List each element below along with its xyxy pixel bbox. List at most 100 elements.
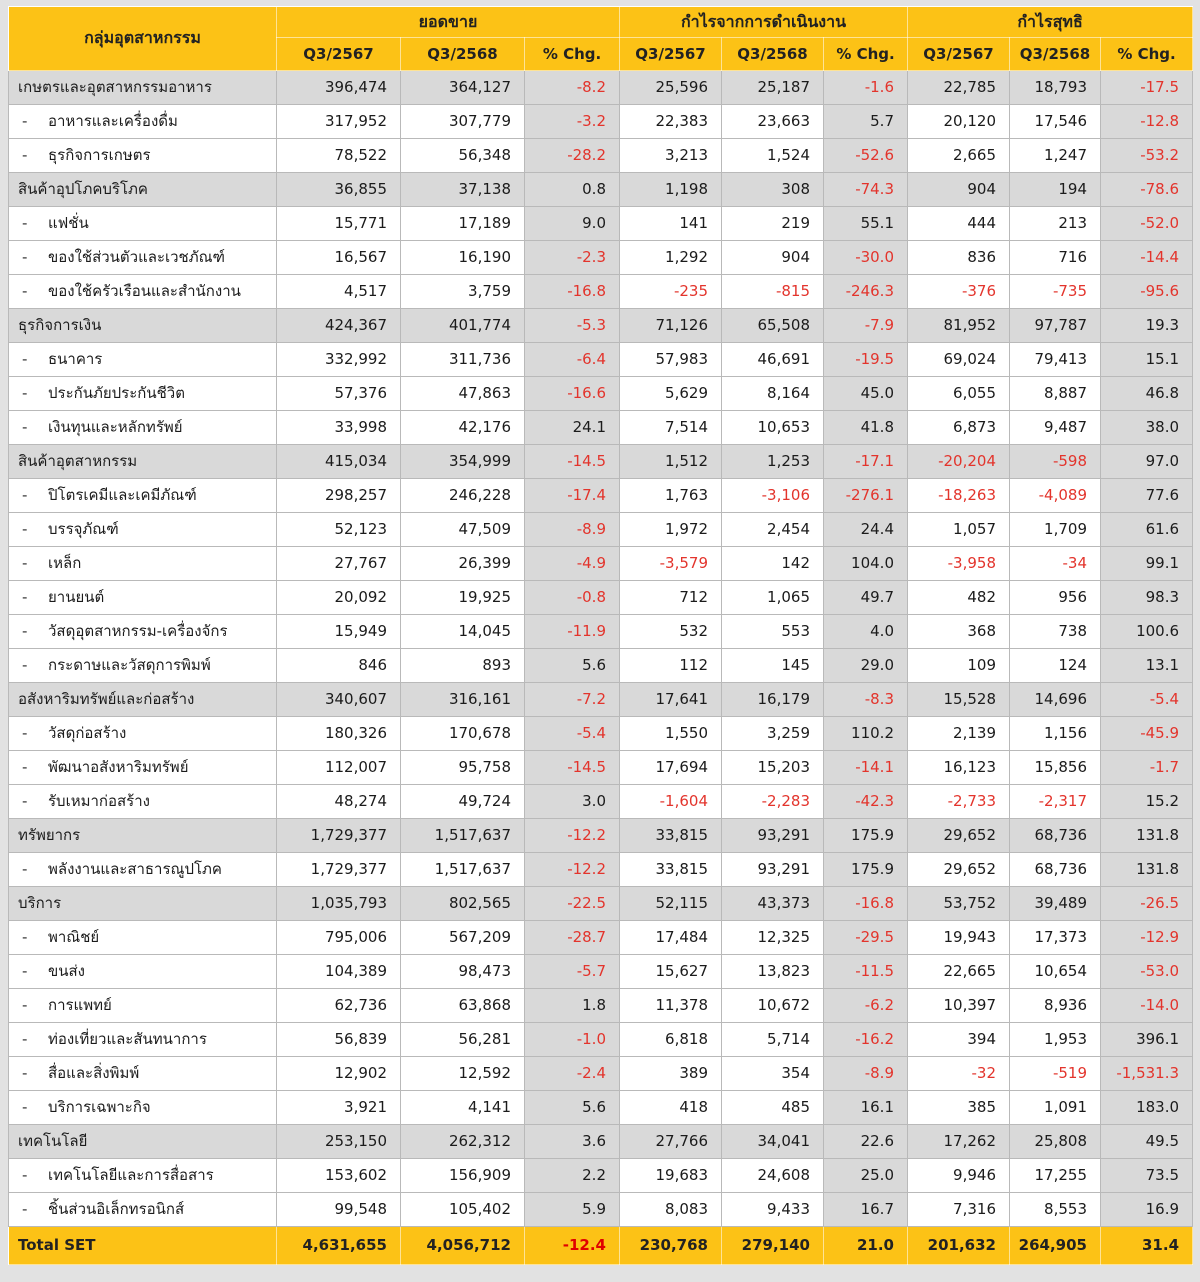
industry-name: พลังงานและสาธารณูปโภค — [48, 860, 222, 878]
value-cell: 2,454 — [721, 512, 824, 547]
value-cell: 1,524 — [721, 138, 824, 173]
value-cell: 13.1 — [1099, 648, 1194, 683]
value-cell: -45.9 — [1099, 716, 1194, 751]
sub-row-dash: - — [22, 248, 28, 266]
value-cell: -376 — [907, 274, 1010, 309]
value-cell: -2,283 — [721, 784, 824, 819]
value-cell: 25,808 — [1009, 1124, 1101, 1159]
industry-name: ของใช้ครัวเรือนและสำนักงาน — [48, 282, 241, 300]
sub-sector-row: - พาณิชย์ 795,006 567,209 -28.7 17,484 12,325-… — [8, 920, 1194, 955]
industry-name-cell: - เงินทุนและหลักทรัพย์ — [8, 410, 277, 445]
industry-name-cell: บริการ — [8, 886, 277, 921]
value-cell: 31.4 — [1099, 1226, 1194, 1265]
value-cell: 175.9 — [823, 852, 908, 887]
value-cell: 8,164 — [721, 376, 824, 411]
value-cell: 307,779 — [400, 104, 525, 139]
value-cell: 3.6 — [524, 1124, 620, 1159]
sub-sector-row: - พัฒนาอสังหาริมทรัพย์ 112,007 95,758 -14.5 1… — [8, 750, 1194, 785]
industry-name: เทคโนโลยีและการสื่อสาร — [48, 1166, 214, 1184]
sub-row-dash: - — [22, 520, 28, 538]
value-cell: -28.7 — [524, 920, 620, 955]
industry-name: การแพทย์ — [48, 996, 112, 1014]
sub-row-dash: - — [22, 146, 28, 164]
value-cell: 45.0 — [823, 376, 908, 411]
value-cell: 100.6 — [1099, 614, 1194, 649]
sub-sector-row: - ของใช้ครัวเรือนและสำนักงาน 4,517 3,759 -16… — [8, 274, 1194, 309]
value-cell: 97.0 — [1099, 444, 1194, 479]
sub-sector-row: - วัสดุก่อสร้าง 180,326 170,678 -5.4 1,550 3,2… — [8, 716, 1194, 751]
value-cell: -3,579 — [619, 546, 722, 581]
value-cell: 97,787 — [1009, 308, 1101, 343]
value-cell: 389 — [619, 1056, 722, 1091]
col-header-op-q3-2568: Q3/2568 — [721, 37, 824, 71]
value-cell: -4,089 — [1009, 478, 1101, 513]
value-cell: 364,127 — [400, 70, 525, 105]
value-cell: 47,863 — [400, 376, 525, 411]
value-cell: 712 — [619, 580, 722, 615]
value-cell: 8,887 — [1009, 376, 1101, 411]
industry-name-cell: สินค้าอุตสาหกรรม — [8, 444, 277, 479]
value-cell: -5.4 — [524, 716, 620, 751]
value-cell: -16.8 — [823, 886, 908, 921]
value-cell: 5.6 — [524, 1090, 620, 1125]
value-cell: 27,767 — [276, 546, 401, 581]
industry-name: ของใช้ส่วนตัวและเวชภัณฑ์ — [48, 248, 225, 266]
value-cell: 354 — [721, 1056, 824, 1091]
value-cell: 8,553 — [1009, 1192, 1101, 1227]
sub-row-dash: - — [22, 928, 28, 946]
value-cell: 47,509 — [400, 512, 525, 547]
industry-name: อสังหาริมทรัพย์และก่อสร้าง — [18, 690, 195, 708]
industry-name-cell: - อาหารและเครื่องดื่ม — [8, 104, 277, 139]
value-cell: 394 — [907, 1022, 1010, 1057]
industry-name-cell: - ท่องเที่ยวและสันทนาการ — [8, 1022, 277, 1057]
sub-sector-row: - การแพทย์ 62,736 63,868 1.8 11,378 10,672 -6.2… — [8, 988, 1194, 1023]
value-cell: -3,958 — [907, 546, 1010, 581]
value-cell: -14.0 — [1099, 988, 1194, 1023]
sub-sector-row: - อาหารและเครื่องดื่ม 317,952 307,779 -3.2 22… — [8, 104, 1194, 139]
value-cell: 68,736 — [1009, 818, 1101, 853]
value-cell: 485 — [721, 1090, 824, 1125]
industry-name: ทรัพยากร — [18, 826, 81, 844]
total-row: Total SET 4,631,655 4,056,712 -12.4 230,768 2… — [8, 1226, 1194, 1265]
value-cell: 567,209 — [400, 920, 525, 955]
value-cell: 99.1 — [1099, 546, 1194, 581]
value-cell: 8,936 — [1009, 988, 1101, 1023]
sub-row-dash: - — [22, 860, 28, 878]
value-cell: 213 — [1009, 206, 1101, 241]
industry-name: ธนาคาร — [48, 350, 103, 368]
value-cell: 17,373 — [1009, 920, 1101, 955]
value-cell: 25.0 — [823, 1158, 908, 1193]
sub-sector-row: - ชิ้นส่วนอิเล็กทรอนิกส์ 99,548 105,402 5.9 8… — [8, 1192, 1194, 1227]
value-cell: 219 — [721, 206, 824, 241]
value-cell: -735 — [1009, 274, 1101, 309]
col-header-np-pct-chg: % Chg. — [1099, 37, 1194, 71]
value-cell: 279,140 — [721, 1226, 824, 1265]
value-cell: -246.3 — [823, 274, 908, 309]
value-cell: 145 — [721, 648, 824, 683]
sub-row-dash: - — [22, 1064, 28, 1082]
value-cell: 16.1 — [823, 1090, 908, 1125]
value-cell: 340,607 — [276, 682, 401, 717]
value-cell: 12,902 — [276, 1056, 401, 1091]
value-cell: -7.2 — [524, 682, 620, 717]
value-cell: 38.0 — [1099, 410, 1194, 445]
value-cell: 15.1 — [1099, 342, 1194, 377]
value-cell: 424,367 — [276, 308, 401, 343]
value-cell: 246,228 — [400, 478, 525, 513]
value-cell: -17.1 — [823, 444, 908, 479]
value-cell: -2,317 — [1009, 784, 1101, 819]
sub-sector-row: - พลังงานและสาธารณูปโภค 1,729,377 1,517,637… — [8, 852, 1194, 887]
industry-name-cell: - กระดาษและวัสดุการพิมพ์ — [8, 648, 277, 683]
value-cell: -17.5 — [1099, 70, 1194, 105]
value-cell: -5.7 — [524, 954, 620, 989]
industry-name: ท่องเที่ยวและสันทนาการ — [48, 1030, 207, 1048]
value-cell: 49.7 — [823, 580, 908, 615]
industry-name: ชิ้นส่วนอิเล็กทรอนิกส์ — [48, 1200, 185, 1218]
value-cell: 14,696 — [1009, 682, 1101, 717]
value-cell: -12.8 — [1099, 104, 1194, 139]
value-cell: -34 — [1009, 546, 1101, 581]
value-cell: 131.8 — [1099, 818, 1194, 853]
value-cell: 482 — [907, 580, 1010, 615]
value-cell: 17,262 — [907, 1124, 1010, 1159]
value-cell: 1,035,793 — [276, 886, 401, 921]
